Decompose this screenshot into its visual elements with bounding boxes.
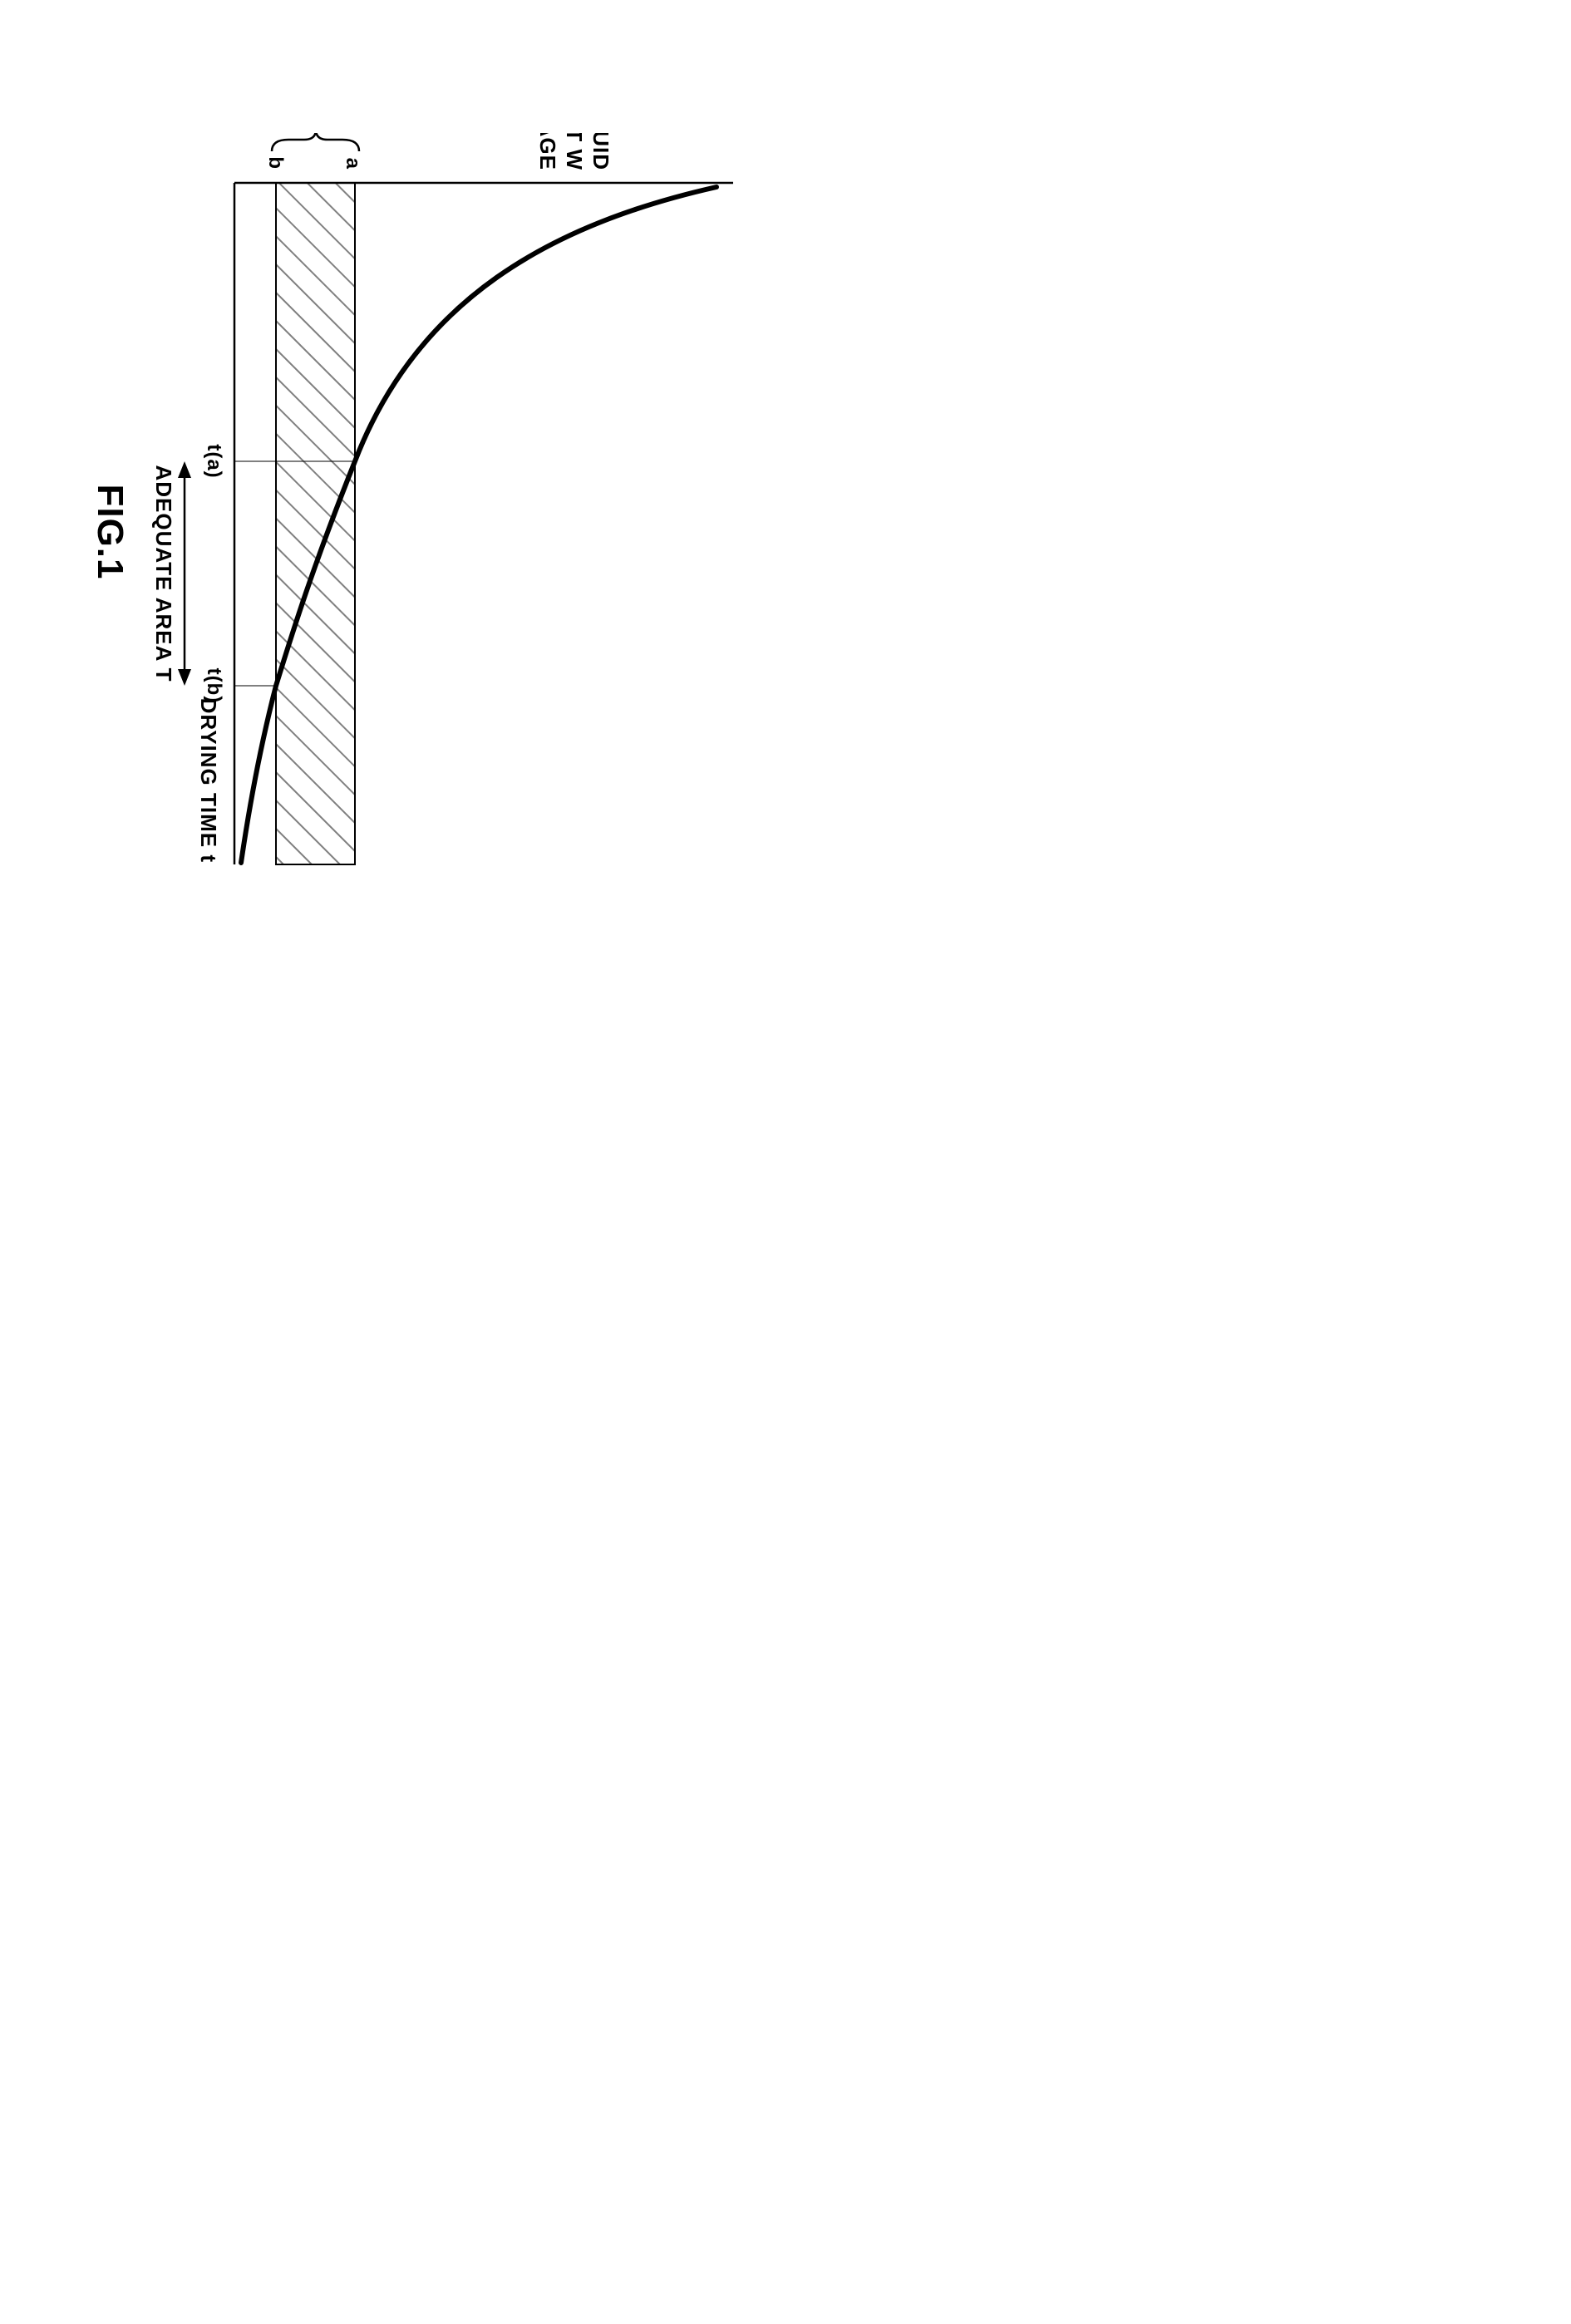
tick-ta: t(a): [203, 444, 225, 478]
tick-a: a: [342, 158, 364, 170]
page: RESIDUAL LIQUID AMOUNT W IN INK IMAGE a …: [33, 33, 819, 1195]
y-axis-label-1: RESIDUAL LIQUID: [589, 133, 613, 170]
tick-tb: t(b): [203, 668, 225, 704]
arrowhead-right: [178, 669, 191, 686]
arrowhead-left: [178, 461, 191, 478]
tick-b: b: [264, 156, 287, 170]
brace-ab: [272, 133, 359, 151]
adequate-area-label: ADEQUATE AREA T: [151, 465, 176, 682]
y-axis-label-2: AMOUNT W: [562, 133, 587, 170]
adequate-band: [276, 183, 355, 864]
chart-svg: RESIDUAL LIQUID AMOUNT W IN INK IMAGE a …: [85, 133, 766, 964]
x-axis-label: DRYING TIME t: [196, 698, 221, 863]
y-axis-label-3: IN INK IMAGE: [535, 133, 560, 170]
figure-caption: FIG.1: [90, 484, 131, 579]
